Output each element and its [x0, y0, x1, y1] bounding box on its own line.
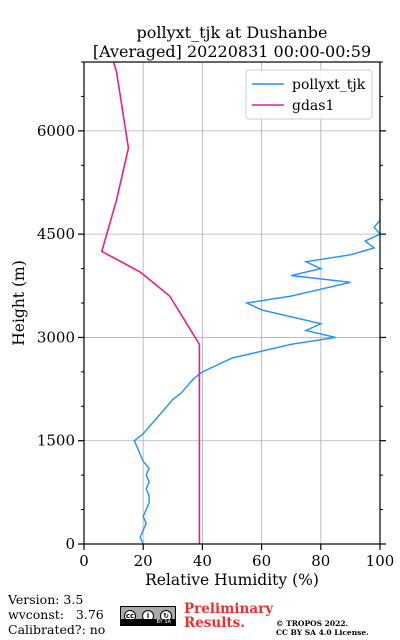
copyright-line-2: CC BY SA 4.0 License. — [276, 628, 369, 637]
plot-frame — [83, 61, 381, 545]
x-tick-label: 80 — [311, 552, 330, 570]
legend-label-gdas1: gdas1 — [292, 98, 334, 114]
calibrated-text: Calibrated?: no — [8, 622, 106, 637]
series-line-gdas1 — [100, 62, 201, 544]
x-tick-label: 20 — [134, 552, 153, 570]
by-label: BY — [156, 619, 163, 625]
legend-box — [245, 69, 373, 120]
chart-title: pollyxt_tjk at Dushanbe — [136, 23, 327, 42]
x-tick-label: 100 — [366, 552, 395, 570]
legend-label-pollyxt: pollyxt_tjk — [292, 77, 366, 93]
series-layer — [100, 62, 380, 544]
preliminary-line-1: Preliminary — [184, 601, 274, 617]
axis-ticks: 0 20 40 60 80 100 0 1500 3000 4500 6000 — [37, 61, 395, 570]
wvconst-text: wvconst: 3.76 — [8, 607, 104, 622]
preliminary-line-2: Results. — [184, 615, 245, 631]
y-tick-label: 1500 — [37, 432, 75, 450]
y-tick-label: 4500 — [37, 225, 75, 243]
x-tick-label: 60 — [252, 552, 271, 570]
y-axis-label: Height (m) — [10, 260, 28, 346]
x-tick-label: 40 — [193, 552, 212, 570]
chart-subtitle: [Averaged] 20220831 00:00-00:59 — [93, 42, 371, 61]
cc-license-badge: cc i ↻ BY SA — [120, 606, 176, 626]
license-bar: BY SA — [121, 619, 175, 625]
chart-figure: pollyxt_tjk at Dushanbe [Averaged] 20220… — [10, 23, 395, 589]
legend: pollyxt_tjk gdas1 — [245, 69, 373, 120]
x-axis-label: Relative Humidity (%) — [145, 571, 319, 589]
grid-lines — [84, 62, 380, 544]
sa-label: SA — [164, 619, 171, 625]
y-tick-label: 3000 — [37, 328, 75, 346]
preliminary-notice: Preliminary Results. — [184, 602, 273, 630]
series-line-pollyxt_tjk — [133, 62, 380, 544]
x-tick-label: 0 — [79, 552, 89, 570]
version-text: Version: 3.5 — [8, 592, 84, 607]
footer-info: Version: 3.5 wvconst: 3.76 Calibrated?: no — [8, 592, 105, 637]
copyright-notice: © TROPOS 2022. CC BY SA 4.0 License. — [276, 619, 369, 637]
y-tick-label: 0 — [65, 535, 75, 553]
y-tick-label: 6000 — [37, 122, 75, 140]
copyright-line-1: © TROPOS 2022. — [276, 619, 349, 628]
